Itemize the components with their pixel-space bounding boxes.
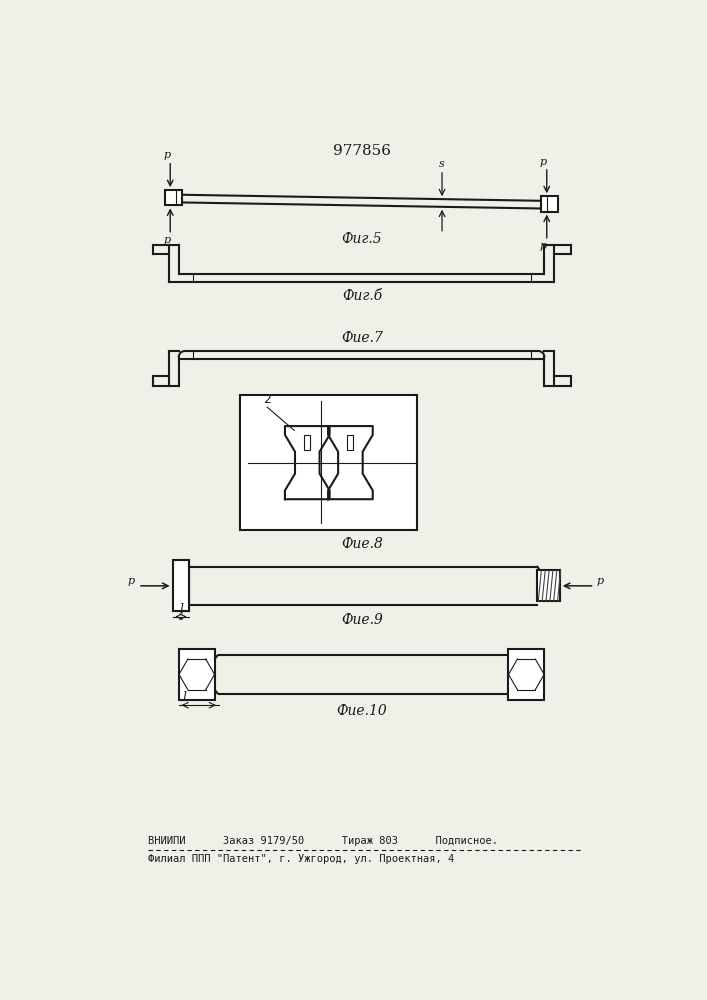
- Text: р: р: [163, 150, 170, 160]
- Bar: [179, 649, 215, 700]
- Text: l: l: [180, 603, 183, 616]
- Text: р: р: [163, 235, 170, 245]
- Text: ВНИИПИ      Заказ 9179/50      Тираж 803      Подписное.: ВНИИПИ Заказ 9179/50 Тираж 803 Подписное…: [148, 836, 498, 846]
- Text: р: р: [540, 157, 547, 167]
- Bar: [240, 395, 417, 530]
- Bar: [347, 435, 354, 450]
- Text: р: р: [597, 576, 604, 586]
- Text: р: р: [540, 241, 547, 251]
- Text: р: р: [128, 576, 135, 586]
- Bar: [537, 570, 560, 601]
- Text: Фие.8: Фие.8: [341, 536, 383, 550]
- Bar: [542, 196, 559, 212]
- Text: 2: 2: [264, 393, 271, 406]
- Text: l: l: [182, 691, 187, 704]
- Bar: [173, 560, 189, 611]
- Text: Фие.10: Фие.10: [337, 704, 387, 718]
- Text: 977856: 977856: [333, 144, 391, 158]
- Bar: [304, 435, 310, 450]
- Text: Фиг.б: Фиг.б: [341, 289, 382, 303]
- Bar: [165, 190, 182, 205]
- Text: Фиг.5: Фиг.5: [341, 232, 382, 246]
- Text: Филиал ППП "Патент", г. Ужгород, ул. Проектная, 4: Филиал ППП "Патент", г. Ужгород, ул. Про…: [148, 854, 454, 864]
- Text: Фие.7: Фие.7: [341, 331, 383, 345]
- Text: s: s: [439, 159, 445, 169]
- Bar: [508, 649, 544, 700]
- Text: Фие.9: Фие.9: [341, 613, 383, 628]
